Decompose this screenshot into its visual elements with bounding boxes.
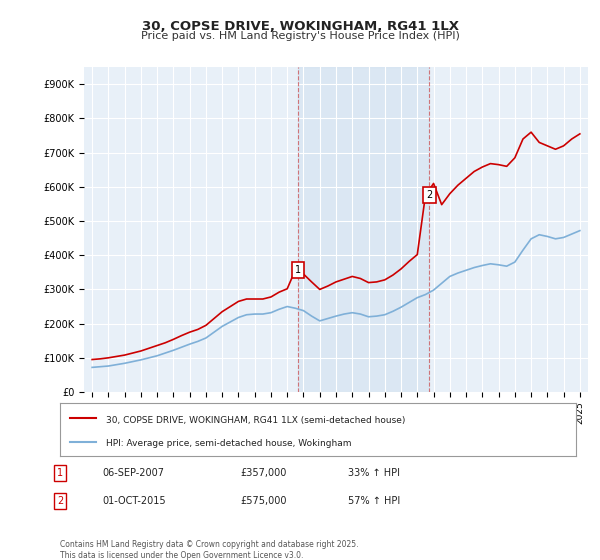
- Text: 01-OCT-2015: 01-OCT-2015: [102, 496, 166, 506]
- Text: 2: 2: [57, 496, 63, 506]
- Text: 1: 1: [57, 468, 63, 478]
- Text: 57% ↑ HPI: 57% ↑ HPI: [348, 496, 400, 506]
- Text: 06-SEP-2007: 06-SEP-2007: [102, 468, 164, 478]
- Text: Contains HM Land Registry data © Crown copyright and database right 2025.
This d: Contains HM Land Registry data © Crown c…: [60, 540, 359, 560]
- Text: HPI: Average price, semi-detached house, Wokingham: HPI: Average price, semi-detached house,…: [106, 438, 352, 447]
- Text: 30, COPSE DRIVE, WOKINGHAM, RG41 1LX (semi-detached house): 30, COPSE DRIVE, WOKINGHAM, RG41 1LX (se…: [106, 416, 406, 424]
- Text: Price paid vs. HM Land Registry's House Price Index (HPI): Price paid vs. HM Land Registry's House …: [140, 31, 460, 41]
- Text: £575,000: £575,000: [240, 496, 287, 506]
- Text: 30, COPSE DRIVE, WOKINGHAM, RG41 1LX: 30, COPSE DRIVE, WOKINGHAM, RG41 1LX: [142, 20, 458, 32]
- Text: £357,000: £357,000: [240, 468, 286, 478]
- Text: 2: 2: [427, 190, 433, 200]
- Text: 33% ↑ HPI: 33% ↑ HPI: [348, 468, 400, 478]
- Bar: [298, 67, 430, 392]
- Text: 1: 1: [295, 265, 301, 275]
